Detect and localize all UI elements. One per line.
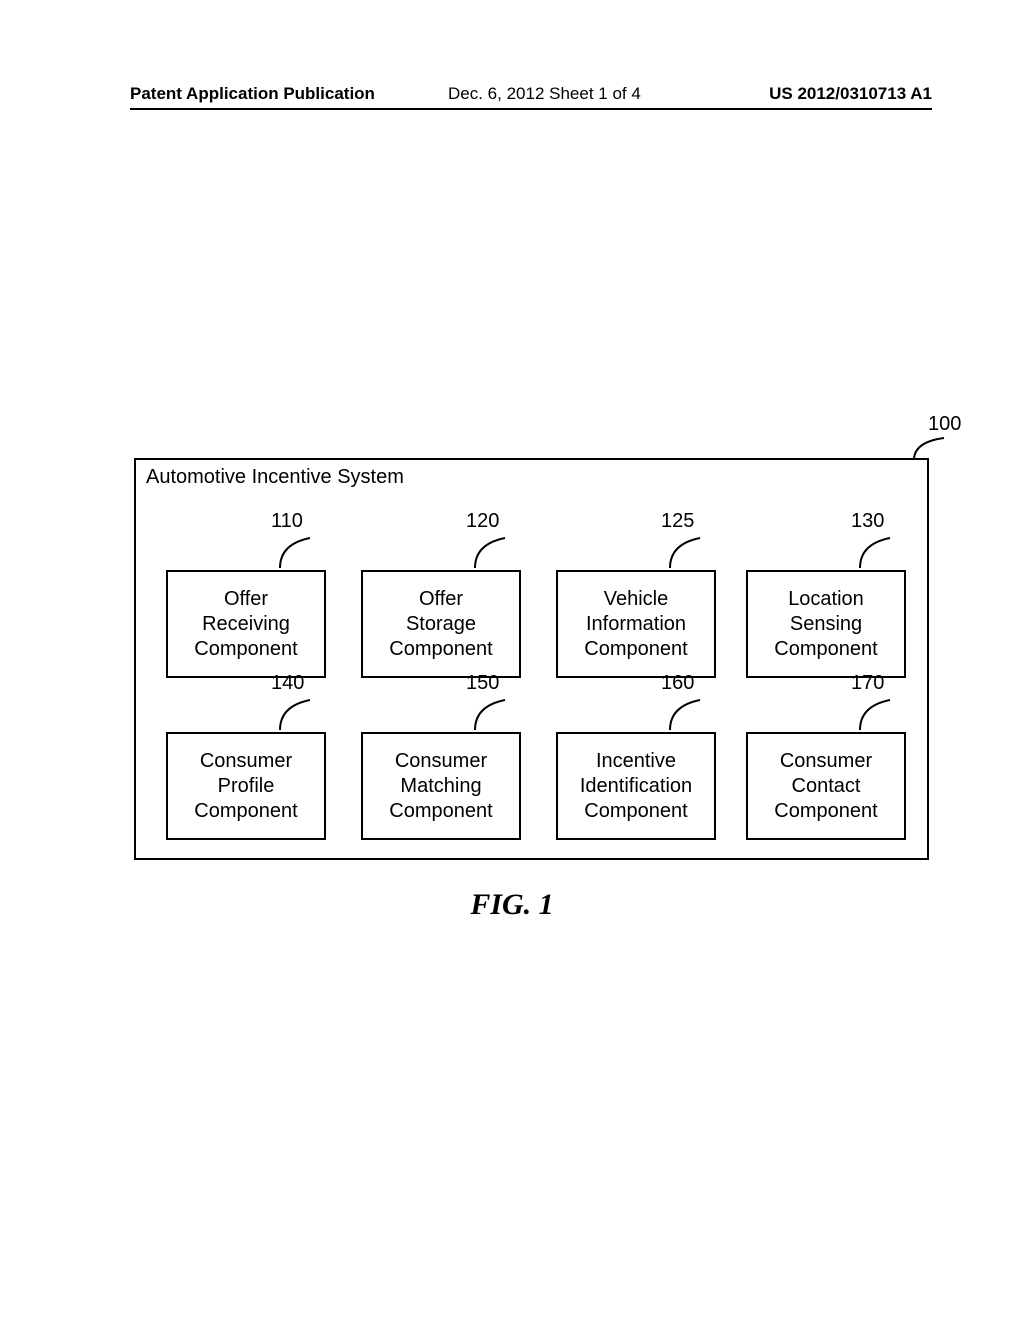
ref-label-110: 110	[271, 510, 303, 533]
component-box-140: ConsumerProfileComponent	[166, 732, 326, 840]
component-text-120: OfferStorageComponent	[389, 587, 492, 662]
component-box-170: ConsumerContactComponent	[746, 732, 906, 840]
ref-label-170: 170	[851, 672, 884, 695]
header-center-text: Dec. 6, 2012 Sheet 1 of 4	[448, 84, 641, 104]
component-box-130: LocationSensingComponent	[746, 570, 906, 678]
component-text-140: ConsumerProfileComponent	[194, 749, 297, 824]
figure-caption: FIG. 1	[0, 888, 1024, 922]
ref-label-125: 125	[661, 510, 694, 533]
component-text-170: ConsumerContactComponent	[774, 749, 877, 824]
ref-label-150: 150	[466, 672, 499, 695]
leader-125	[666, 534, 706, 570]
leader-150	[471, 696, 511, 732]
patent-header: Patent Application Publication Dec. 6, 2…	[130, 82, 932, 110]
ref-label-140: 140	[271, 672, 304, 695]
component-text-125: VehicleInformationComponent	[584, 587, 687, 662]
ref-label-160: 160	[661, 672, 694, 695]
system-ref-label: 100	[928, 413, 961, 436]
leader-160	[666, 696, 706, 732]
header-left-text: Patent Application Publication	[130, 84, 375, 104]
leader-130	[856, 534, 896, 570]
component-text-110: OfferReceivingComponent	[194, 587, 297, 662]
leader-120	[471, 534, 511, 570]
component-box-160: IncentiveIdentificationComponent	[556, 732, 716, 840]
component-box-125: VehicleInformationComponent	[556, 570, 716, 678]
component-box-120: OfferStorageComponent	[361, 570, 521, 678]
page: Patent Application Publication Dec. 6, 2…	[0, 0, 1024, 1320]
component-box-110: OfferReceivingComponent	[166, 570, 326, 678]
system-box: Automotive Incentive System 110 OfferRec…	[134, 458, 929, 860]
leader-110	[276, 534, 316, 570]
ref-label-130: 130	[851, 510, 884, 533]
component-text-160: IncentiveIdentificationComponent	[580, 749, 692, 824]
component-text-130: LocationSensingComponent	[774, 587, 877, 662]
ref-label-120: 120	[466, 510, 499, 533]
header-right-text: US 2012/0310713 A1	[769, 84, 932, 104]
leader-140	[276, 696, 316, 732]
system-title: Automotive Incentive System	[146, 466, 404, 489]
component-text-150: ConsumerMatchingComponent	[389, 749, 492, 824]
leader-170	[856, 696, 896, 732]
component-box-150: ConsumerMatchingComponent	[361, 732, 521, 840]
